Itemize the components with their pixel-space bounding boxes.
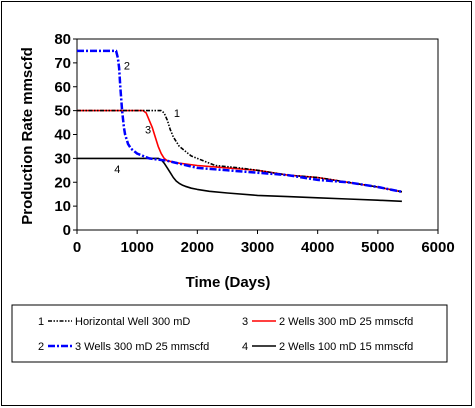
- x-tick-label: 3000: [241, 239, 274, 256]
- y-tick-label: 70: [54, 55, 71, 72]
- x-tick-label: 1000: [120, 239, 153, 256]
- x-tick-label: 6000: [421, 239, 454, 256]
- curve-labels: 1 2 3 4: [114, 60, 180, 176]
- x-tick-label: 4000: [301, 239, 334, 256]
- series-lines: [77, 49, 403, 203]
- y-tick-label: 10: [54, 198, 71, 215]
- legend-number-1: 1: [38, 316, 44, 328]
- y-axis-label: Production Rate mmscfd: [19, 47, 36, 225]
- legend-number-3: 3: [242, 316, 248, 328]
- y-tick-label: 30: [54, 150, 71, 167]
- legend-box: [11, 304, 448, 363]
- legend-label-1: Horizontal Well 300 mD: [75, 316, 190, 328]
- y-tick-label: 80: [54, 31, 71, 48]
- curve-label-4: 4: [114, 164, 120, 176]
- x-tick-label: 2000: [181, 239, 214, 256]
- curve-label-2: 2: [124, 60, 130, 72]
- x-axis-label: Time (Days): [186, 274, 271, 291]
- curve-label-1: 1: [174, 108, 180, 120]
- legend-label-4: 2 Wells 100 mD 15 mmscfd: [279, 341, 413, 353]
- y-tick-label: 60: [54, 79, 71, 96]
- x-tick-label: 0: [73, 239, 81, 256]
- y-axis-ticks: 0 10 20 30 40 50 60 70 80: [54, 31, 77, 239]
- series-line-3: [77, 109, 403, 193]
- legend-number-2: 2: [38, 341, 44, 353]
- series-line-2: [77, 49, 403, 194]
- series-line-4: [77, 157, 402, 203]
- legend-label-2: 3 Wells 300 mD 25 mmscfd: [75, 341, 209, 353]
- legend-label-3: 2 Wells 300 mD 25 mmscfd: [279, 316, 413, 328]
- legend: 1 Horizontal Well 300 mD 3 2 Wells 300 mD 2…: [38, 316, 413, 353]
- legend-number-4: 4: [242, 341, 248, 353]
- y-tick-label: 50: [54, 103, 71, 120]
- x-axis-ticks: 0 1000 2000 3000 4000 5000 6000: [73, 230, 455, 256]
- y-tick-label: 0: [63, 222, 71, 239]
- plot-area: [76, 38, 439, 231]
- y-tick-label: 40: [54, 127, 71, 144]
- y-tick-label: 20: [54, 174, 71, 191]
- curve-label-3: 3: [145, 125, 151, 137]
- x-tick-label: 5000: [361, 239, 394, 256]
